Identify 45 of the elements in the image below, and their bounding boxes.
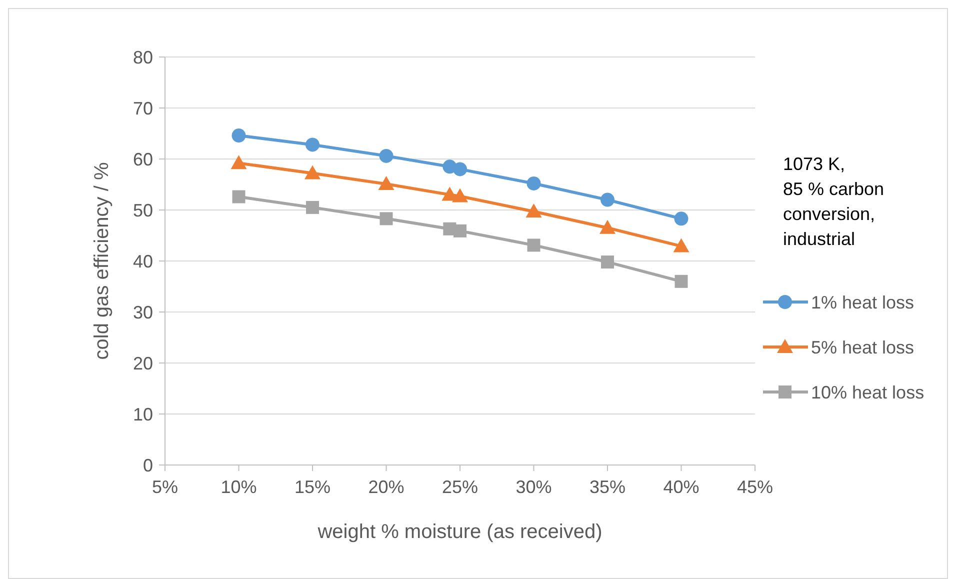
point xyxy=(452,188,468,202)
point xyxy=(306,138,320,152)
x-tick-label: 40% xyxy=(663,477,700,497)
x-tick-label: 20% xyxy=(368,477,404,497)
point xyxy=(453,162,467,176)
point xyxy=(232,190,246,204)
y-tick-label: 40 xyxy=(132,251,153,272)
y-tick-label: 80 xyxy=(132,47,153,68)
y-tick-label: 10 xyxy=(132,404,153,424)
y-tick-label: 60 xyxy=(132,149,153,170)
y-tick-label: 20 xyxy=(132,353,153,374)
x-tick-label: 45% xyxy=(736,477,774,497)
point xyxy=(601,256,614,269)
point xyxy=(673,238,690,252)
y-tick-label: 50 xyxy=(132,200,153,220)
legend-label: 1% heat loss xyxy=(811,292,914,312)
point xyxy=(306,200,319,214)
x-tick-label: 5% xyxy=(152,477,178,497)
point xyxy=(378,176,394,190)
x-tick-label: 10% xyxy=(220,477,257,497)
point xyxy=(674,212,688,226)
point xyxy=(379,148,394,163)
y-tick-label: 0 xyxy=(142,455,153,476)
point xyxy=(527,238,540,252)
point xyxy=(526,176,541,190)
x-axis-title: weight % moisture (as received) xyxy=(316,521,602,543)
point xyxy=(600,220,616,234)
y-tick-label: 70 xyxy=(132,98,153,118)
x-tick-label: 30% xyxy=(516,477,552,497)
point xyxy=(600,192,614,207)
y-axis-title: cold gas efficiency / % xyxy=(91,162,113,360)
point xyxy=(454,224,466,238)
legend-label: 5% heat loss xyxy=(811,337,914,358)
x-tick-label: 35% xyxy=(589,477,626,497)
legend-label: 10% heat loss xyxy=(811,382,924,402)
text: 1073 K, 85 % carbon conversion, industrial xyxy=(783,154,884,249)
x-tick-label: 25% xyxy=(442,477,478,497)
point xyxy=(230,155,247,170)
point xyxy=(674,274,688,288)
point xyxy=(304,165,320,180)
point xyxy=(380,212,393,226)
point xyxy=(526,204,542,218)
point xyxy=(232,128,246,143)
y-tick-label: 30 xyxy=(132,302,153,322)
x-tick-label: 15% xyxy=(294,477,331,497)
